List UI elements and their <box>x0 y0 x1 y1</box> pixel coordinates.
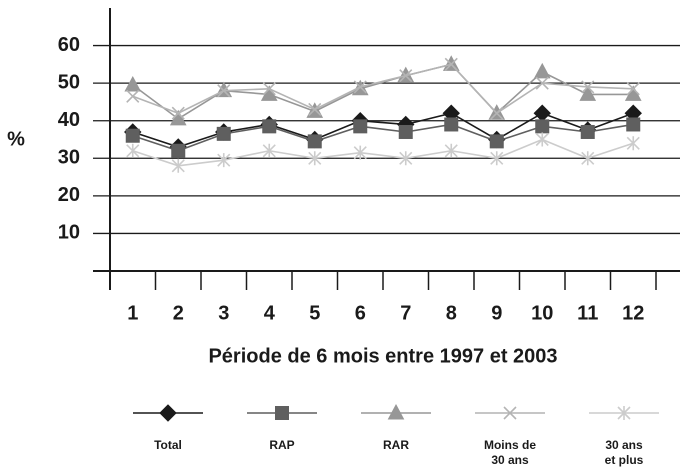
marker <box>444 143 458 158</box>
marker <box>353 119 368 134</box>
y-tick-label: 30 <box>58 147 80 169</box>
x-tick-label: 11 <box>577 302 598 324</box>
marker <box>581 151 595 166</box>
marker <box>159 404 177 422</box>
series-line <box>132 138 634 167</box>
marker <box>307 134 322 149</box>
legend-label: RAR <box>383 438 409 452</box>
marker <box>217 84 231 98</box>
marker <box>308 151 322 166</box>
marker <box>262 143 276 158</box>
marker <box>262 119 277 134</box>
marker <box>217 153 231 168</box>
marker <box>579 85 597 101</box>
x-tick-label: 7 <box>400 302 411 324</box>
marker <box>444 117 459 132</box>
marker <box>581 80 595 94</box>
marker <box>353 145 367 160</box>
legend-label: Total <box>154 438 182 452</box>
marker <box>617 406 631 420</box>
x-tick-label: 8 <box>446 302 457 324</box>
marker <box>535 132 549 147</box>
marker <box>535 76 549 90</box>
legend-label: RAP <box>269 438 295 452</box>
x-tick-label: 4 <box>264 302 276 324</box>
y-axis-label: % <box>7 128 25 150</box>
series-line <box>132 112 634 148</box>
series-line <box>132 63 634 115</box>
marker <box>490 151 504 166</box>
marker <box>398 124 413 139</box>
y-tick-label: 50 <box>58 71 80 93</box>
marker <box>216 126 231 141</box>
marker <box>533 62 551 79</box>
marker <box>171 106 185 120</box>
marker <box>171 143 186 158</box>
marker <box>124 75 142 92</box>
legend-label: Moins de 30 ans <box>483 438 536 467</box>
marker <box>626 117 641 132</box>
legend-label: 30 ans et plus <box>604 438 644 467</box>
y-tick-label: 40 <box>58 109 80 131</box>
marker <box>308 102 322 117</box>
series-line <box>132 63 634 120</box>
marker <box>171 158 185 173</box>
x-tick-label: 9 <box>491 302 502 324</box>
marker <box>533 104 551 122</box>
y-tick-label: 60 <box>58 34 80 56</box>
marker <box>535 119 550 134</box>
marker <box>125 128 140 143</box>
x-tick-label: 3 <box>218 302 229 324</box>
marker <box>387 403 405 420</box>
x-tick-label: 1 <box>127 302 138 324</box>
marker <box>399 151 413 166</box>
x-tick-label: 12 <box>622 302 644 324</box>
x-axis-label: Période de 6 mois entre 1997 et 2003 <box>208 345 557 367</box>
series-line <box>132 123 634 152</box>
marker <box>126 89 140 103</box>
marker <box>580 124 595 139</box>
marker <box>399 69 413 83</box>
x-tick-label: 2 <box>173 302 184 324</box>
marker <box>489 134 504 149</box>
marker <box>503 406 517 420</box>
marker <box>490 106 504 120</box>
x-tick-label: 10 <box>531 302 553 324</box>
marker <box>275 406 289 420</box>
marker <box>626 136 640 151</box>
marker <box>626 82 640 96</box>
marker <box>444 57 458 71</box>
marker <box>262 82 276 96</box>
x-tick-label: 5 <box>309 302 320 324</box>
x-tick-label: 6 <box>355 302 366 324</box>
y-tick-label: 20 <box>58 184 80 206</box>
y-tick-label: 10 <box>58 222 80 244</box>
marker <box>126 143 140 158</box>
marker <box>353 80 367 94</box>
